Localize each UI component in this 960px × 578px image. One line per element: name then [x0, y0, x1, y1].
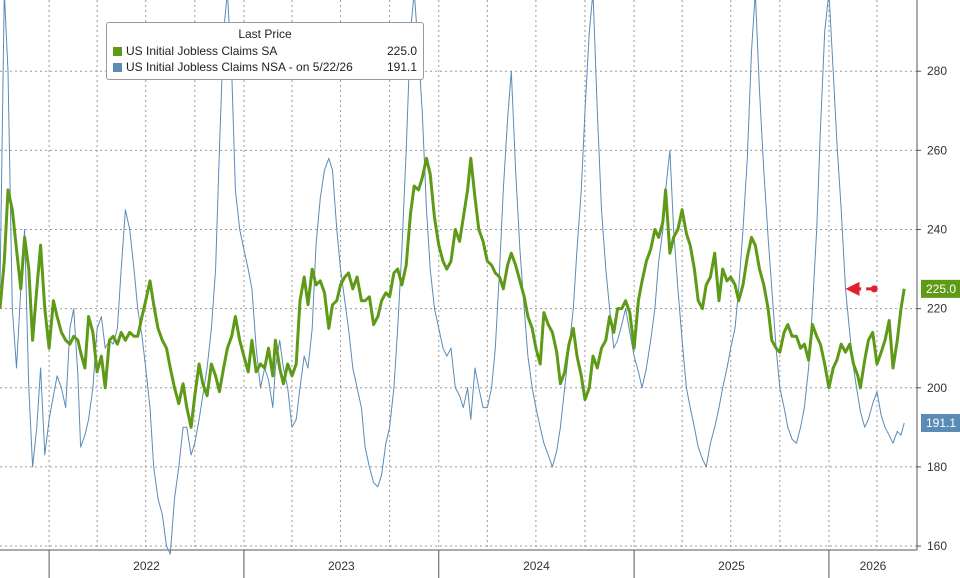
x-tick-label: 2023	[328, 559, 355, 573]
y-tick-label: 200	[927, 381, 947, 395]
last-value-nsa: 191.1	[921, 413, 960, 432]
last-value-box	[921, 413, 960, 432]
y-tick-label: 260	[927, 143, 947, 157]
x-tick-label: 2026	[860, 559, 887, 573]
last-value-box	[921, 279, 960, 298]
last-value-text: 191.1	[926, 416, 956, 430]
annotation-arrow	[845, 281, 878, 296]
legend-swatch-sa	[113, 47, 122, 56]
legend-label-nsa: US Initial Jobless Claims NSA - on 5/22/…	[126, 60, 353, 74]
series-nsa	[0, 0, 905, 555]
legend-label-sa: US Initial Jobless Claims SA	[126, 44, 278, 58]
legend-value-nsa: 191.1	[386, 60, 417, 74]
last-value-sa: 225.0	[921, 279, 960, 298]
series-sa	[0, 156, 906, 429]
x-axis-labels: 2022 2023 2024 2025 2026	[133, 559, 886, 573]
legend: Last Price US Initial Jobless Claims SA …	[106, 22, 424, 80]
y-tick-label: 220	[927, 302, 947, 316]
series-line-nsa	[0, 0, 905, 555]
last-value-labels: 225.0 191.1	[921, 279, 960, 432]
x-tick-label: 2022	[133, 559, 160, 573]
x-tick-label: 2024	[523, 559, 550, 573]
y-tick-label: 160	[927, 539, 947, 553]
series-line-sa	[0, 156, 906, 429]
legend-value-sa: 225.0	[386, 44, 417, 58]
legend-swatch-nsa	[113, 63, 122, 72]
last-value-text: 225.0	[926, 282, 956, 296]
y-axis-labels: 160 180 200 220 240 260 280	[927, 64, 947, 553]
y-tick-label: 240	[927, 222, 947, 236]
arrow-head	[845, 281, 860, 296]
gridlines	[0, 0, 917, 550]
legend-item-nsa: US Initial Jobless Claims NSA - on 5/22/…	[113, 60, 417, 75]
legend-item-sa: US Initial Jobless Claims SA 225.0	[113, 44, 417, 59]
legend-title: Last Price	[238, 27, 292, 41]
axes	[0, 0, 921, 578]
x-tick-label: 2025	[718, 559, 745, 573]
y-tick-label: 180	[927, 460, 947, 474]
y-tick-label: 280	[927, 64, 947, 78]
